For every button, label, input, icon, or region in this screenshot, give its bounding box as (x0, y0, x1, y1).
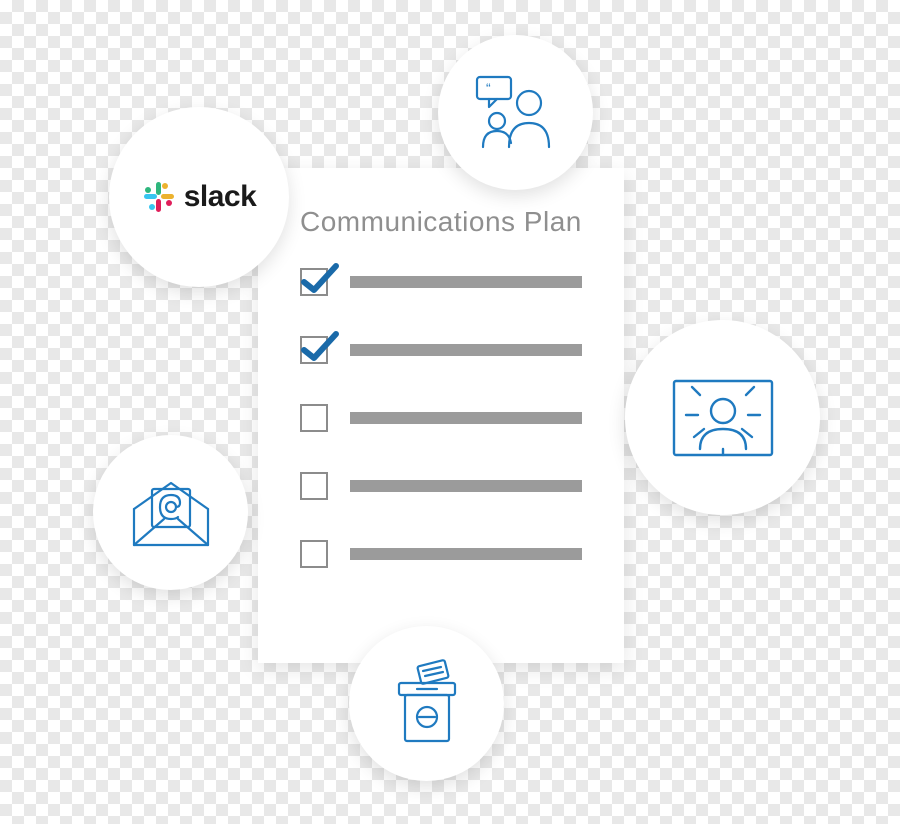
placeholder-bar (350, 480, 582, 492)
conversation-icon: “ (471, 73, 561, 153)
checkbox (300, 472, 328, 500)
slack-hash-icon (142, 180, 176, 214)
placeholder-bar (350, 412, 582, 424)
checklist-row (300, 404, 582, 432)
checkmark-icon (300, 260, 340, 300)
slack-label: slack (184, 180, 257, 214)
presentation-bubble (625, 320, 820, 515)
checkbox (300, 268, 328, 296)
checklist-row (300, 540, 582, 568)
checklist-row (300, 472, 582, 500)
presentation-icon (668, 375, 778, 461)
svg-text:“: “ (486, 80, 491, 96)
checkmark-icon (300, 328, 340, 368)
checklist-row (300, 268, 582, 296)
email-bubble (93, 435, 248, 590)
slack-logo: slack (142, 180, 257, 214)
placeholder-bar (350, 276, 582, 288)
placeholder-bar (350, 548, 582, 560)
ballot-box-icon (387, 659, 467, 749)
checkbox (300, 404, 328, 432)
checkbox (300, 540, 328, 568)
communications-plan-card: Communications Plan (258, 168, 624, 663)
checklist (300, 268, 582, 568)
email-at-icon (128, 475, 214, 551)
conversation-bubble: “ (438, 35, 593, 190)
checkbox (300, 336, 328, 364)
checklist-row (300, 336, 582, 364)
card-title: Communications Plan (300, 206, 582, 238)
placeholder-bar (350, 344, 582, 356)
slack-bubble: slack (109, 107, 289, 287)
ballot-bubble (349, 626, 504, 781)
